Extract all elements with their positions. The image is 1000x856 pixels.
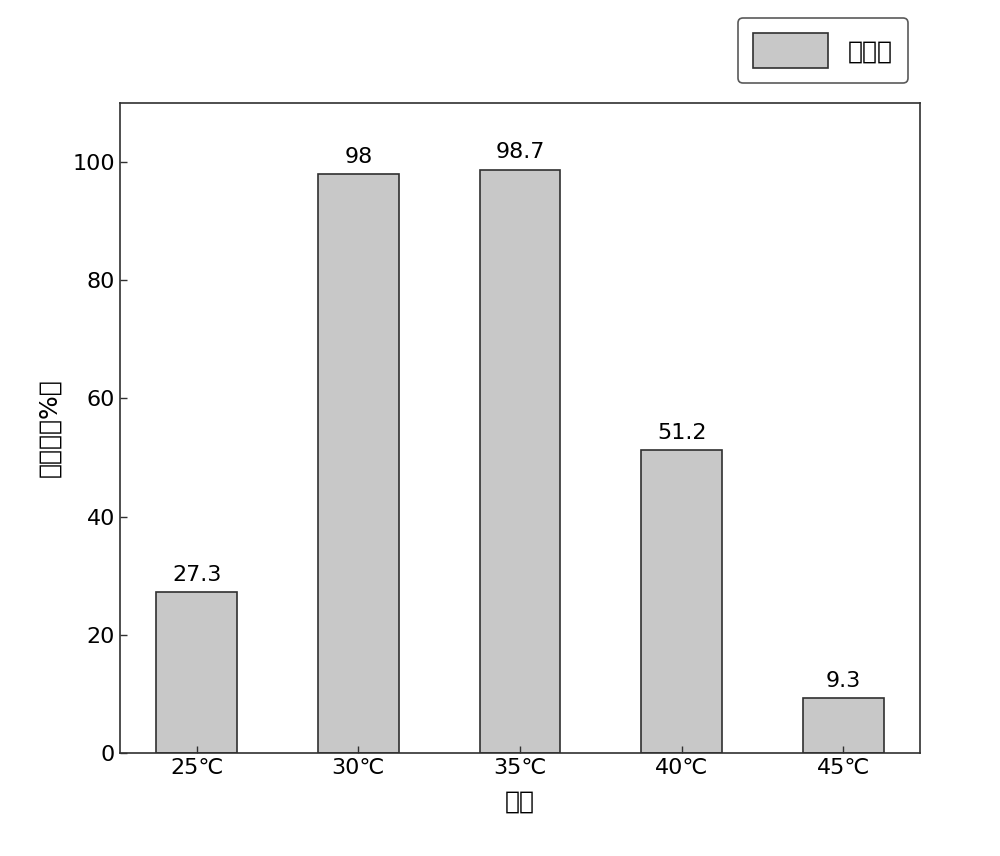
Y-axis label: 降解率（%）: 降解率（%） xyxy=(37,378,61,478)
Text: 98: 98 xyxy=(344,146,373,167)
Text: 9.3: 9.3 xyxy=(826,671,861,691)
Bar xyxy=(803,698,884,753)
Text: 98.7: 98.7 xyxy=(495,142,545,163)
X-axis label: 温度: 温度 xyxy=(505,789,535,813)
Bar xyxy=(480,169,560,753)
Text: 51.2: 51.2 xyxy=(657,424,706,443)
Text: 27.3: 27.3 xyxy=(172,565,221,585)
Bar xyxy=(641,450,722,753)
Bar xyxy=(156,591,237,753)
Bar xyxy=(318,174,399,753)
Legend: 降解率: 降解率 xyxy=(738,18,908,83)
